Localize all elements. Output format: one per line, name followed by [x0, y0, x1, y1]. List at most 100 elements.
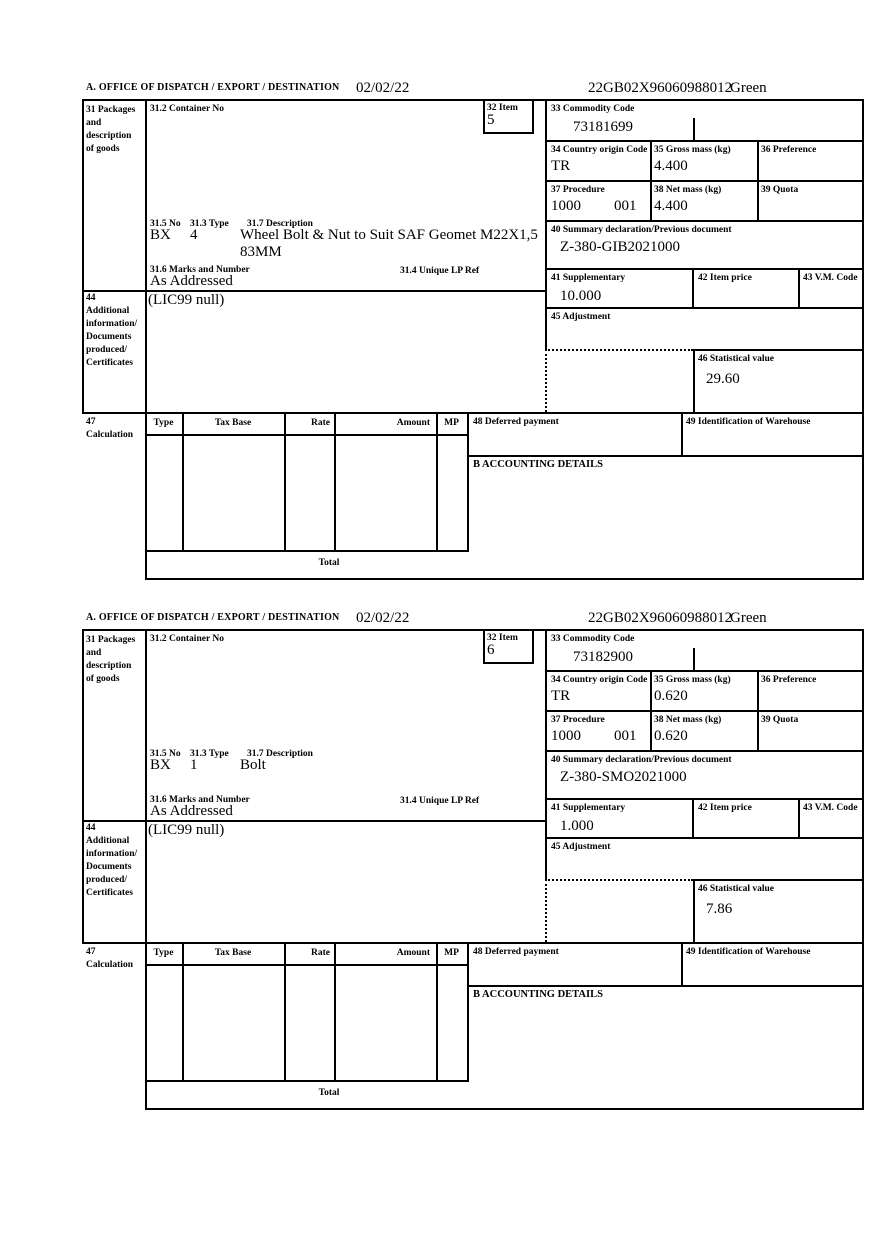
quota-label: 39 Quota	[761, 715, 799, 725]
grid-line	[693, 879, 864, 881]
unique-lp-ref-label: 31.4 Unique LP Ref	[400, 266, 480, 276]
unique-lp-ref-label: 31.4 Unique LP Ref	[400, 796, 480, 806]
grid-line	[545, 750, 864, 752]
supplementary-label: 41 Supplementary	[551, 273, 626, 283]
grid-line	[692, 268, 694, 307]
item-number-label: 32 Item	[487, 103, 518, 113]
grid-line	[545, 99, 547, 349]
commodity-code-label: 33 Commodity Code	[551, 634, 635, 644]
statistical-value-label: 46 Statistical value	[698, 354, 774, 364]
tax-grid-line	[436, 942, 438, 1080]
container-no-label: 31.2 Container No	[150, 634, 224, 644]
customs-item-section: A. OFFICE OF DISPATCH / EXPORT / DESTINA…	[82, 80, 864, 612]
package-type-label: 31.3 Type	[190, 219, 229, 229]
package-no-label: 31.5 No	[150, 219, 181, 229]
tax-grid-line	[467, 412, 469, 550]
packages-description-label: 31 Packages and description of goods	[86, 635, 136, 684]
statistical-value: 29.60	[706, 371, 740, 387]
grid-line	[145, 434, 469, 436]
tax-grid-line	[334, 412, 336, 550]
grid-line	[681, 942, 683, 985]
packages-description-label: 31 Packages and description of goods	[86, 105, 136, 154]
grid-line	[545, 710, 864, 712]
deferred-payment-label: 48 Deferred payment	[473, 947, 559, 957]
calculation-label: 47 Calculation	[86, 417, 133, 440]
tax-grid-line	[284, 942, 286, 1080]
grid-line-right	[862, 99, 864, 578]
grid-line	[145, 964, 469, 966]
country-origin-label: 34 Country origin Code	[551, 675, 648, 685]
grid-line-dotted	[545, 879, 693, 881]
tax-grid-line	[182, 942, 184, 1080]
grid-line	[545, 798, 864, 800]
item-box-bottom-line	[483, 662, 534, 664]
grid-line	[545, 180, 864, 182]
statistical-value: 7.86	[706, 901, 733, 917]
procedure-value-2: 001	[614, 198, 637, 214]
gross-mass-label: 35 Gross mass (kg)	[654, 145, 731, 155]
marks-number-label: 31.6 Marks and Number	[150, 795, 250, 805]
supplementary-value: 10.000	[560, 288, 602, 304]
gross-mass-value: 4.400	[654, 158, 688, 174]
procedure-value-2: 001	[614, 728, 637, 744]
grid-line	[82, 820, 545, 822]
grid-line	[693, 879, 695, 942]
additional-information-label: 44 Additional information/ Documents pro…	[86, 823, 138, 898]
grid-line-bottom	[145, 578, 864, 580]
grid-line	[757, 140, 759, 220]
grid-line	[145, 629, 147, 1108]
vm-code-label: 43 V.M. Code	[803, 803, 858, 813]
grid-line-left	[82, 99, 84, 412]
customs-item-section: A. OFFICE OF DISPATCH / EXPORT / DESTINA…	[82, 610, 864, 1142]
grid-line	[545, 670, 864, 672]
grid-line	[798, 268, 800, 307]
tax-grid-line	[334, 942, 336, 1080]
commodity-code-value: 73181699	[573, 119, 633, 135]
tax-base-header: Tax Base	[214, 948, 252, 958]
warehouse-identification-label: 49 Identification of Warehouse	[686, 947, 811, 957]
grid-line	[545, 837, 864, 839]
net-mass-value: 4.400	[654, 198, 688, 214]
routing-status: Green	[730, 610, 767, 626]
grid-line	[650, 670, 652, 750]
grid-line	[681, 412, 683, 455]
commodity-code-label: 33 Commodity Code	[551, 104, 635, 114]
office-of-dispatch-label: A. OFFICE OF DISPATCH / EXPORT / DESTINA…	[86, 82, 340, 93]
goods-description-value: Bolt	[240, 757, 266, 773]
declaration-date: 02/02/22	[356, 80, 410, 96]
procedure-value-1: 1000	[551, 728, 581, 744]
marks-number-value: As Addressed	[150, 273, 233, 289]
accounting-details-label: B ACCOUNTING DETAILS	[473, 459, 603, 470]
net-mass-label: 38 Net mass (kg)	[654, 185, 722, 195]
goods-description-value: Wheel Bolt & Nut to Suit SAF Geomet M22X…	[240, 227, 538, 260]
adjustment-label: 45 Adjustment	[551, 842, 611, 852]
package-type-value: 4	[190, 227, 198, 243]
item-price-label: 42 Item price	[698, 803, 752, 813]
vm-code-label: 43 V.M. Code	[803, 273, 858, 283]
additional-information-value: (LIC99 null)	[148, 292, 225, 308]
description-label: 31.7 Description	[247, 219, 313, 229]
tax-mp-header: MP	[444, 418, 459, 428]
procedure-label: 37 Procedure	[551, 185, 605, 195]
item-price-label: 42 Item price	[698, 273, 752, 283]
grid-line-right	[862, 629, 864, 1108]
supplementary-label: 41 Supplementary	[551, 803, 626, 813]
marks-number-label: 31.6 Marks and Number	[150, 265, 250, 275]
grid-line-top	[82, 629, 864, 631]
grid-line	[82, 942, 864, 944]
procedure-value-1: 1000	[551, 198, 581, 214]
grid-line	[145, 1080, 469, 1082]
net-mass-value: 0.620	[654, 728, 688, 744]
office-of-dispatch-label: A. OFFICE OF DISPATCH / EXPORT / DESTINA…	[86, 612, 340, 623]
item-box-bottom-line	[483, 132, 534, 134]
grid-line-top	[82, 99, 864, 101]
grid-line	[693, 349, 695, 412]
item-box-right-line	[532, 99, 534, 132]
commodity-code-value: 73182900	[573, 649, 633, 665]
package-type-value: 1	[190, 757, 198, 773]
item-box-left-line	[483, 629, 485, 662]
tax-amount-header: Amount	[396, 948, 430, 958]
package-type-label: 31.3 Type	[190, 749, 229, 759]
grid-line-dotted	[545, 349, 693, 351]
